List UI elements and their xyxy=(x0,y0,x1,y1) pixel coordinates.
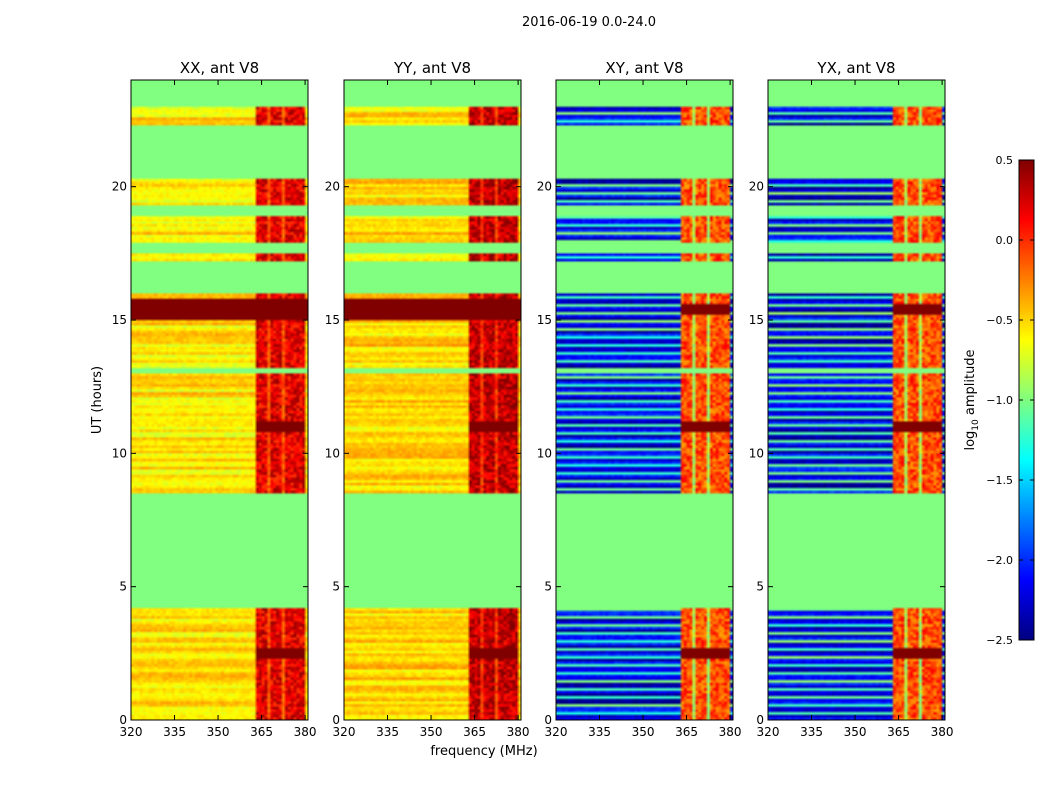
axes-frame xyxy=(767,79,946,721)
x-tick-label: 380 xyxy=(931,725,954,739)
x-tick-label: 320 xyxy=(120,725,143,739)
heatmap-xy xyxy=(556,80,733,720)
y-tick-label: 20 xyxy=(537,180,552,194)
y-tick-label: 20 xyxy=(325,180,340,194)
colorbar-tick-label: −1.5 xyxy=(986,474,1013,487)
panel-title: XY, ant V8 xyxy=(605,59,683,77)
x-tick-label: 350 xyxy=(207,725,230,739)
colorbar-label: log10 amplitude xyxy=(963,349,981,450)
x-tick-label: 365 xyxy=(463,725,486,739)
x-tick-label: 320 xyxy=(757,725,780,739)
panel-title: YX, ant V8 xyxy=(816,59,895,77)
y-tick-label: 15 xyxy=(112,313,127,327)
colorbar-tick-label: 0.0 xyxy=(996,234,1014,247)
heatmap-xx xyxy=(131,80,308,720)
axes-frame xyxy=(130,79,309,721)
panel-xy: XY, ant V8 320 335 350 365 380 0 5 10 15 20 xyxy=(537,59,742,739)
axes-frame xyxy=(343,79,522,721)
panel-title: YY, ant V8 xyxy=(393,59,471,77)
x-tick-label: 365 xyxy=(250,725,273,739)
x-tick-label: 335 xyxy=(800,725,823,739)
x-axis-label: frequency (MHz) xyxy=(430,744,537,759)
y-tick-label: 0 xyxy=(756,713,764,727)
colorbar-label-rest: amplitude xyxy=(963,349,978,419)
y-tick-label: 0 xyxy=(332,713,340,727)
x-tick-label: 320 xyxy=(545,725,568,739)
y-tick-label: 0 xyxy=(119,713,127,727)
y-tick-label: 15 xyxy=(537,313,552,327)
y-tick-label: 15 xyxy=(749,313,764,327)
x-tick-label: 335 xyxy=(376,725,399,739)
x-tick-label: 350 xyxy=(420,725,443,739)
colorbar-tick-label: −2.5 xyxy=(986,634,1013,647)
axes-frame xyxy=(555,79,734,721)
y-tick-label: 5 xyxy=(544,580,552,594)
colorbar-tick-label: −1.0 xyxy=(986,394,1013,407)
y-tick-label: 20 xyxy=(112,180,127,194)
x-tick-label: 380 xyxy=(294,725,317,739)
y-tick-label: 10 xyxy=(749,446,764,460)
y-tick-label: 5 xyxy=(119,580,127,594)
colorbar-tick-label: 0.5 xyxy=(996,154,1014,167)
y-tick-label: 20 xyxy=(749,180,764,194)
heatmap-yy xyxy=(344,80,521,720)
colorbar-tick-label: −0.5 xyxy=(986,314,1013,327)
x-tick-label: 350 xyxy=(844,725,867,739)
colorbar-tick-label: −2.0 xyxy=(986,554,1013,567)
x-tick-label: 380 xyxy=(507,725,530,739)
panel-xx: XX, ant V8 320 335 350 365 380 0 5 10 15 20 xyxy=(112,59,317,739)
colorbar-ticks: 0.5 0.0 −0.5 −1.0 −1.5 −2.0 −2.5 xyxy=(986,154,1034,647)
colorbar-label-log: log xyxy=(963,431,978,451)
y-tick-label: 10 xyxy=(325,446,340,460)
x-tick-label: 350 xyxy=(632,725,655,739)
panel-title: XX, ant V8 xyxy=(180,59,259,77)
suptitle: 2016-06-19 0.0-24.0 xyxy=(522,15,656,30)
y-tick-label: 5 xyxy=(756,580,764,594)
y-tick-label: 5 xyxy=(332,580,340,594)
y-axis-label: UT (hours) xyxy=(90,366,105,434)
y-tick-label: 15 xyxy=(325,313,340,327)
colorbar: 0.5 0.0 −0.5 −1.0 −1.5 −2.0 −2.5 log10 amplitu… xyxy=(963,154,1035,647)
x-tick-label: 320 xyxy=(333,725,356,739)
y-tick-label: 10 xyxy=(112,446,127,460)
heatmap-yx xyxy=(768,80,945,720)
y-tick-label: 10 xyxy=(537,446,552,460)
colorbar-label-subscript: 10 xyxy=(971,419,981,431)
x-tick-label: 380 xyxy=(719,725,742,739)
x-tick-label: 365 xyxy=(887,725,910,739)
x-tick-label: 335 xyxy=(163,725,186,739)
panel-yy: YY, ant V8 320 335 350 365 380 0 5 10 15 20 xyxy=(325,59,530,739)
x-tick-label: 335 xyxy=(588,725,611,739)
x-tick-label: 365 xyxy=(675,725,698,739)
panel-yx: YX, ant V8 320 335 350 365 380 0 5 10 15 20 xyxy=(749,59,954,739)
y-tick-label: 0 xyxy=(544,713,552,727)
